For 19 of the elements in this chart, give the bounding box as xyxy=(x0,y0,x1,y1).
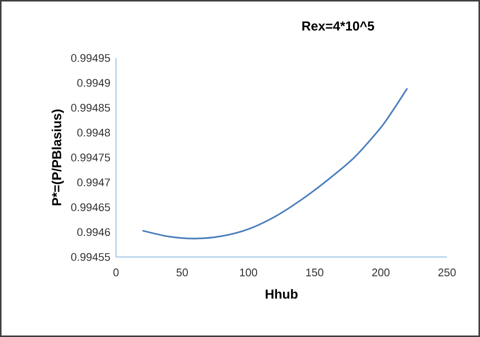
y-tick-label: 0.9946 xyxy=(77,228,110,236)
x-tick-label: 0 xyxy=(113,268,119,276)
x-tick-label: 100 xyxy=(240,268,258,276)
y-tick-label: 0.9947 xyxy=(77,178,110,186)
x-tick-label: 50 xyxy=(176,268,188,276)
y-tick-label: 0.99485 xyxy=(71,104,110,112)
x-tick-label: 250 xyxy=(438,268,456,276)
y-tick-label: 0.99455 xyxy=(71,253,110,261)
y-tick-label: 0.9948 xyxy=(77,128,110,137)
y-tick-label: 0.99475 xyxy=(71,154,110,162)
line-series xyxy=(142,88,408,240)
y-tick-label: 0.99465 xyxy=(71,203,110,212)
x-axis-title: Hhub xyxy=(266,289,298,299)
y-tick-label: 0.99495 xyxy=(71,54,110,62)
y-tick-label: 0.9949 xyxy=(77,78,110,87)
x-tick-label: 200 xyxy=(372,268,390,276)
chart-title: Rex=4*10^5 xyxy=(302,21,374,31)
x-tick-label: 150 xyxy=(306,268,324,276)
y-axis-title: P*=(P/PBlasius) xyxy=(52,110,64,206)
